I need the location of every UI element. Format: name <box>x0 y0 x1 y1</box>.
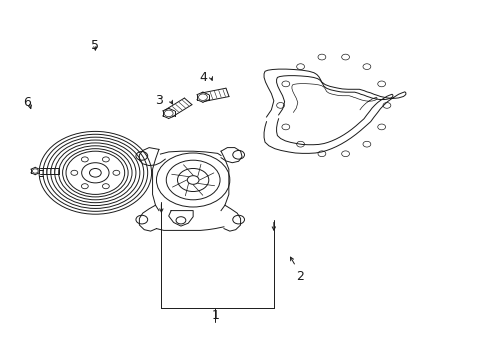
Text: 2: 2 <box>295 270 303 283</box>
Text: 6: 6 <box>23 96 31 109</box>
Text: 4: 4 <box>199 71 206 84</box>
Text: 3: 3 <box>155 94 163 107</box>
Text: 5: 5 <box>91 39 99 52</box>
Text: 1: 1 <box>211 309 219 322</box>
